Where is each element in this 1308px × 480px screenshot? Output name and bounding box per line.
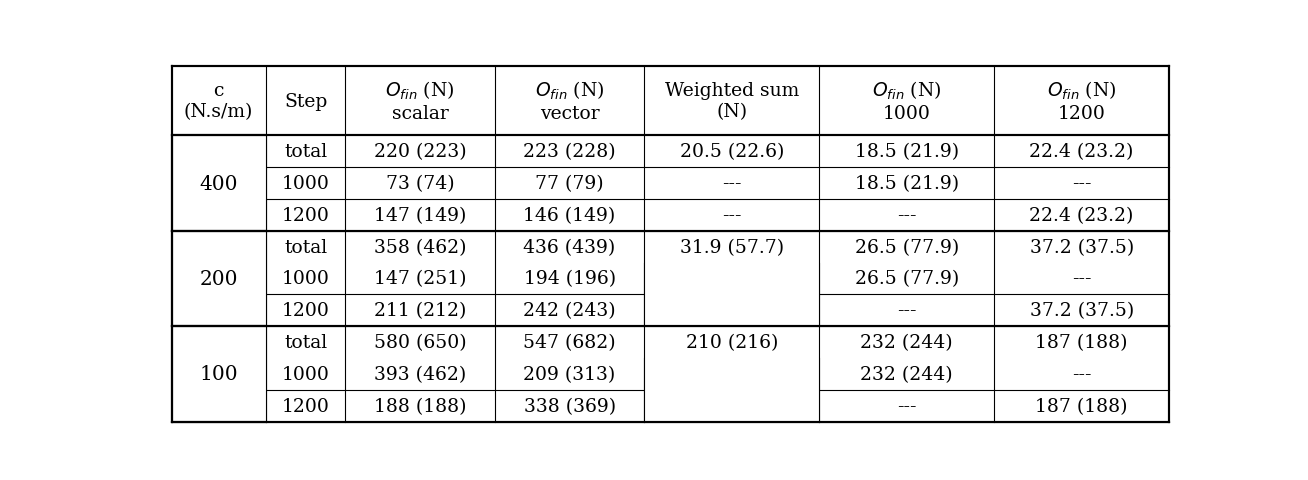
Text: 18.5 (21.9): 18.5 (21.9) [854, 143, 959, 161]
Bar [645, 263, 819, 326]
Text: $O_{fin}$ (N)
vector: $O_{fin}$ (N) vector [535, 80, 604, 123]
Text: ---: --- [897, 206, 917, 224]
Bar [171, 231, 266, 326]
Text: 22.4 (23.2): 22.4 (23.2) [1029, 206, 1134, 224]
Text: 242 (243): 242 (243) [523, 301, 616, 320]
Text: 200: 200 [199, 269, 238, 288]
Text: ---: --- [722, 206, 742, 224]
Text: 37.2 (37.5): 37.2 (37.5) [1029, 238, 1134, 256]
Text: 232 (244): 232 (244) [861, 365, 954, 383]
Text: total: total [284, 333, 327, 351]
Bar [171, 136, 266, 231]
Text: 1000: 1000 [281, 270, 330, 288]
Text: total: total [284, 238, 327, 256]
Text: 188 (188): 188 (188) [374, 397, 467, 415]
Text: 73 (74): 73 (74) [386, 175, 454, 192]
Text: 436 (439): 436 (439) [523, 238, 616, 256]
Text: ---: --- [1071, 365, 1091, 383]
Text: 20.5 (22.6): 20.5 (22.6) [680, 143, 783, 161]
Text: $O_{fin}$ (N)
1200: $O_{fin}$ (N) 1200 [1046, 80, 1116, 123]
Text: 1000: 1000 [281, 365, 330, 383]
Text: ---: --- [897, 301, 917, 320]
Text: 1200: 1200 [281, 301, 330, 320]
Text: 187 (188): 187 (188) [1036, 333, 1127, 351]
Text: Weighted sum
(N): Weighted sum (N) [664, 82, 799, 121]
Text: 223 (228): 223 (228) [523, 143, 616, 161]
Text: $O_{fin}$ (N)
scalar: $O_{fin}$ (N) scalar [386, 80, 455, 123]
Text: 100: 100 [199, 365, 238, 384]
Bar [645, 358, 819, 421]
Text: 77 (79): 77 (79) [535, 175, 604, 192]
Text: ---: --- [1071, 270, 1091, 288]
Text: 400: 400 [199, 174, 238, 193]
Text: 194 (196): 194 (196) [523, 270, 616, 288]
Text: 209 (313): 209 (313) [523, 365, 616, 383]
Text: 220 (223): 220 (223) [374, 143, 467, 161]
Text: 211 (212): 211 (212) [374, 301, 467, 320]
Text: 1200: 1200 [281, 206, 330, 224]
Text: 147 (149): 147 (149) [374, 206, 467, 224]
Text: 338 (369): 338 (369) [523, 397, 616, 415]
Text: ---: --- [1071, 175, 1091, 192]
Text: ---: --- [897, 397, 917, 415]
Text: 210 (216): 210 (216) [685, 333, 778, 351]
Text: 187 (188): 187 (188) [1036, 397, 1127, 415]
Text: 31.9 (57.7): 31.9 (57.7) [680, 238, 783, 256]
Text: 26.5 (77.9): 26.5 (77.9) [854, 270, 959, 288]
Text: 358 (462): 358 (462) [374, 238, 467, 256]
Bar [171, 326, 266, 421]
Text: 146 (149): 146 (149) [523, 206, 616, 224]
Text: 547 (682): 547 (682) [523, 333, 616, 351]
Text: 232 (244): 232 (244) [861, 333, 954, 351]
Text: ---: --- [722, 175, 742, 192]
Text: total: total [284, 143, 327, 161]
Text: 1200: 1200 [281, 397, 330, 415]
Text: 1000: 1000 [281, 175, 330, 192]
Text: 22.4 (23.2): 22.4 (23.2) [1029, 143, 1134, 161]
Text: 147 (251): 147 (251) [374, 270, 467, 288]
Text: Step: Step [284, 93, 327, 110]
Text: 580 (650): 580 (650) [374, 333, 467, 351]
Text: 18.5 (21.9): 18.5 (21.9) [854, 175, 959, 192]
Text: $O_{fin}$ (N)
1000: $O_{fin}$ (N) 1000 [872, 80, 942, 123]
Text: 393 (462): 393 (462) [374, 365, 466, 383]
Text: 26.5 (77.9): 26.5 (77.9) [854, 238, 959, 256]
Text: 37.2 (37.5): 37.2 (37.5) [1029, 301, 1134, 320]
Text: c
(N.s/m): c (N.s/m) [184, 82, 254, 121]
